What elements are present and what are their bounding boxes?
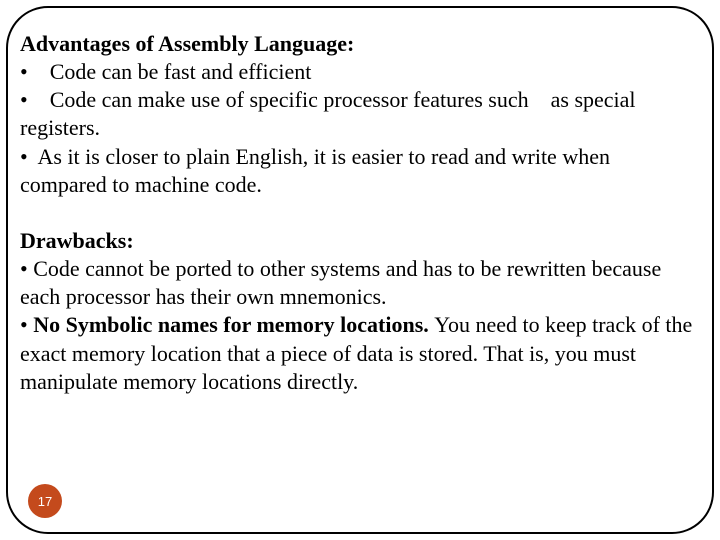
advantages-item-3: • As it is closer to plain English, it i… xyxy=(20,143,700,199)
drawbacks-item-2: • No Symbolic names for memory locations… xyxy=(20,311,700,395)
drawbacks-heading: Drawbacks: xyxy=(20,227,700,255)
slide-number: 17 xyxy=(38,494,52,509)
drawbacks-item-1: • Code cannot be ported to other systems… xyxy=(20,255,700,311)
advantages-heading: Advantages of Assembly Language: xyxy=(20,30,700,58)
advantages-section: Advantages of Assembly Language: • Code … xyxy=(20,30,700,199)
drawbacks-item-2-bold: No Symbolic names for memory locations. xyxy=(33,312,434,337)
slide-number-badge: 17 xyxy=(28,484,62,518)
drawbacks-section: Drawbacks: • Code cannot be ported to ot… xyxy=(20,227,700,396)
advantages-item-2: • Code can make use of specific processo… xyxy=(20,86,700,142)
bullet-prefix: • xyxy=(20,312,33,337)
slide-content: Advantages of Assembly Language: • Code … xyxy=(20,30,700,396)
advantages-item-1: • Code can be fast and efficient xyxy=(20,58,700,86)
